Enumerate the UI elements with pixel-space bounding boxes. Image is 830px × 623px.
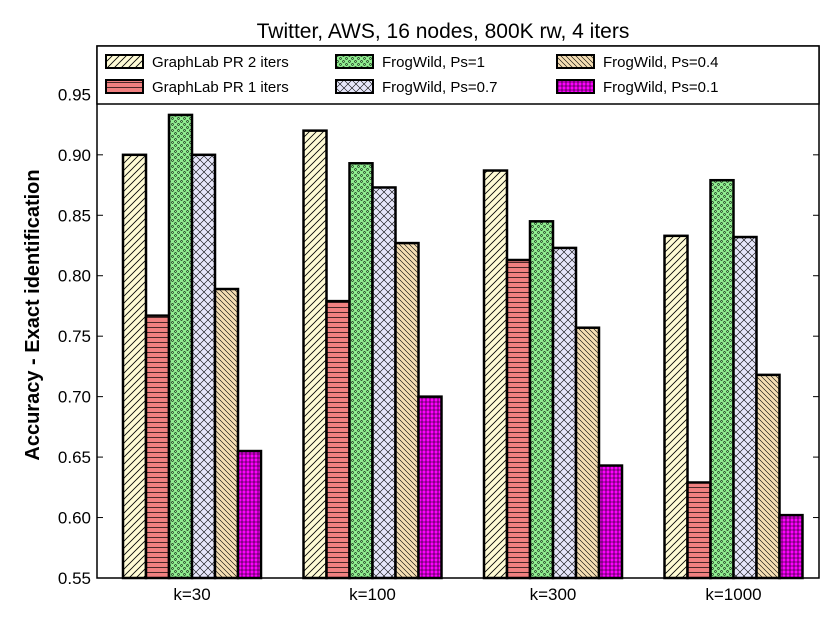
bar-outline [778, 513, 804, 580]
bars-layer [121, 113, 804, 580]
legend-swatch-outline [335, 54, 374, 69]
bar-outline [394, 241, 420, 580]
bar-outline [755, 373, 781, 580]
bar-outline [686, 481, 712, 580]
legend-swatch-outline [105, 79, 144, 94]
bar-outline [574, 326, 601, 580]
bar-outline [371, 186, 397, 580]
legend-swatch-outline [105, 54, 144, 69]
bar-outline [144, 314, 171, 580]
chart-title: Twitter, AWS, 16 nodes, 800K rw, 4 iters [257, 20, 630, 43]
x-tick-label: k=30 [173, 585, 210, 604]
legend-label: FrogWild, Ps=0.7 [382, 79, 497, 96]
bar-outline [302, 129, 328, 580]
y-tick-label: 0.55 [58, 569, 91, 588]
legend-label: FrogWild, Ps=0.1 [603, 79, 718, 96]
bar-outline [236, 449, 263, 580]
legend-label: FrogWild, Ps=1 [382, 54, 485, 71]
bar-outline [167, 113, 194, 580]
bar-outline [663, 234, 689, 580]
y-tick-label: 0.80 [58, 267, 91, 286]
y-tick-label: 0.60 [58, 509, 91, 528]
bar-outline [348, 162, 374, 580]
y-tick-label: 0.70 [58, 388, 91, 407]
y-tick-label: 0.90 [58, 146, 91, 165]
legend-swatch-outline [556, 79, 595, 94]
bar-outline [417, 395, 443, 580]
bar-outline [732, 235, 758, 580]
legend-label: GraphLab PR 1 iters [152, 79, 289, 96]
bar-outline [597, 464, 624, 580]
bar-outline [528, 220, 555, 580]
x-tick-label: k=300 [530, 585, 577, 604]
y-axis-label: Accuracy - Exact identification [22, 169, 44, 460]
x-ticks: k=30 k=100 k=300 k=1000 [173, 46, 762, 604]
bar-outline [551, 246, 578, 580]
bar-outline [709, 178, 735, 580]
y-tick-label: 0.85 [58, 206, 91, 225]
y-tick-label: 0.75 [58, 327, 91, 346]
y-ticks: 0.55 0.60 0.65 0.70 0.75 0.80 0.85 0.90 0.95 [58, 85, 819, 588]
bar-outline [190, 153, 217, 580]
legend-swatch-outline [556, 54, 595, 69]
y-tick-label: 0.95 [58, 85, 91, 104]
bar-outline [213, 287, 240, 580]
y-tick-label: 0.65 [58, 448, 91, 467]
legend-swatch-outline [335, 79, 374, 94]
legend-label: FrogWild, Ps=0.4 [603, 54, 718, 71]
x-tick-label: k=100 [349, 585, 396, 604]
bar-outline [505, 258, 532, 580]
legend-label: GraphLab PR 2 iters [152, 54, 289, 71]
legend: GraphLab PR 2 iters GraphLab PR 1 iters Fr… [96, 45, 820, 105]
bar-outline [121, 153, 148, 580]
x-tick-label: k=1000 [705, 585, 761, 604]
bar-outline [325, 299, 351, 580]
bar-outline [482, 169, 509, 580]
legend-box [96, 45, 820, 105]
